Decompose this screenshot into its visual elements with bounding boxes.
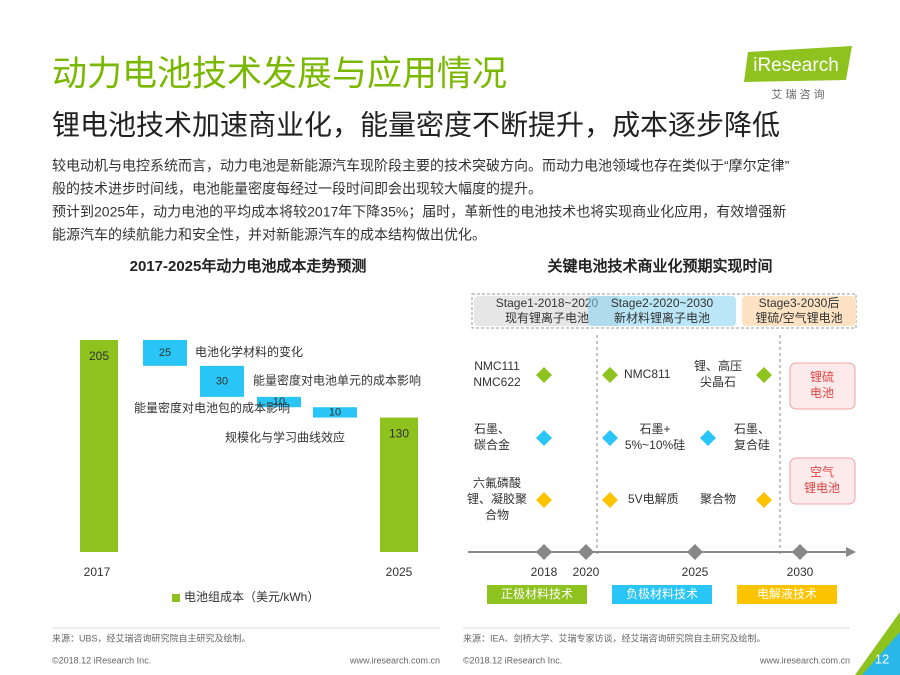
- item-label: 5%~10%硅: [625, 438, 685, 452]
- title: 动力电池技术发展与应用情况: [52, 54, 507, 93]
- url: www.iresearch.com.cn: [759, 655, 850, 665]
- item-label: 锂、高压: [694, 358, 742, 373]
- value-label: 130: [389, 427, 409, 441]
- stage-desc: 现有锂离子电池: [505, 310, 589, 325]
- marker: [536, 492, 552, 508]
- item-label: 尖晶石: [700, 375, 736, 389]
- marker: [756, 492, 772, 508]
- url: www.iresearch.com.cn: [349, 655, 440, 665]
- value-label: 10: [329, 406, 341, 418]
- source: 来源：IEA、剑桥大学、艾瑞专家访谈，经艾瑞咨询研究院自主研究及绘制。: [463, 632, 766, 643]
- legend-label: 电池组成本（美元/kWh）: [184, 590, 319, 604]
- logo-cn: 艾 瑞 咨 询: [771, 87, 824, 101]
- marker: [602, 492, 618, 508]
- x-label: 2025: [386, 565, 413, 579]
- marker: [700, 430, 716, 446]
- x-label: 2017: [84, 565, 111, 579]
- marker: [602, 367, 618, 383]
- legend-box: [737, 585, 837, 604]
- logo-box: [744, 46, 852, 82]
- marker: [602, 430, 618, 446]
- value-label: 30: [216, 375, 228, 387]
- step-bar: [200, 365, 244, 397]
- year-label: 2020: [573, 565, 600, 579]
- step-bar: [313, 407, 357, 418]
- value-label: 205: [89, 349, 109, 363]
- timeline-marker: [687, 544, 703, 560]
- stage-box: [588, 296, 736, 326]
- step-name: 能量密度对电池单元的成本影响: [253, 373, 421, 388]
- bar: [80, 340, 118, 552]
- corner-blue: [862, 632, 900, 675]
- timeline-marker: [792, 544, 808, 560]
- item-label: NMC622: [473, 375, 521, 389]
- stage3-box: [789, 362, 856, 410]
- legend-box: [612, 585, 712, 604]
- year-label: 2025: [682, 565, 709, 579]
- subtitle: 锂电池技术加速商业化，能量密度不断提升，成本逐步降低: [52, 109, 780, 140]
- stage3-label: 电池: [810, 386, 834, 400]
- step-bar: [143, 340, 187, 366]
- stage3-label: 空气: [810, 464, 834, 479]
- stage-box: [474, 296, 620, 326]
- step-name: 能量密度对电池包的成本影响: [134, 400, 290, 415]
- item-label: 合物: [485, 507, 509, 522]
- stage3-box: [789, 457, 856, 505]
- stage-name: Stage2-2020~2030: [611, 296, 714, 310]
- marker: [756, 367, 772, 383]
- body-line: 般的技术进步时间线，电池能量密度每经过一段时间即会出现较大幅度的提升。: [52, 181, 542, 197]
- legend-label: 电解液技术: [757, 586, 817, 601]
- item-label: 石墨、: [474, 422, 510, 436]
- item-label: 石墨、: [734, 422, 770, 436]
- item-label: 复合硅: [734, 437, 770, 452]
- item-label: 碳合金: [474, 437, 510, 452]
- stage-name: Stage1-2018~2020: [496, 296, 599, 310]
- stage-desc: 新材料锂离子电池: [614, 310, 710, 325]
- item-label: 锂、凝胶聚: [467, 491, 527, 506]
- copyright: ©2018.12 iResearch Inc.: [52, 655, 151, 665]
- stage3-label: 锂电池: [804, 480, 840, 495]
- page-number: 12: [875, 651, 889, 666]
- legend-swatch: [172, 594, 180, 602]
- step-bar: [257, 396, 301, 408]
- stage-desc: 锂硫/空气锂电池: [755, 310, 842, 325]
- value-label: 10: [273, 396, 285, 408]
- item-label: 5V电解质: [628, 492, 679, 506]
- stage-name: Stage3-2030后: [759, 296, 840, 310]
- diagram-title: 关键电池技术商业化预期实现时间: [547, 257, 772, 275]
- timeline-marker: [536, 544, 552, 560]
- step-name: 电池化学材料的变化: [195, 344, 303, 359]
- item-label: 聚合物: [700, 491, 736, 506]
- body-line: 较电动机与电控系统而言，动力电池是新能源汽车现阶段主要的技术突破方向。而动力电池…: [52, 158, 790, 174]
- timeline-marker: [578, 544, 594, 560]
- timeline-arrow: [846, 547, 856, 557]
- chart-title: 2017-2025年动力电池成本走势预测: [130, 257, 367, 275]
- year-label: 2018: [531, 565, 558, 579]
- legend-box: [487, 585, 587, 604]
- body-line: 能源汽车的续航能力和安全性，并对新能源汽车的成本结构做出优化。: [52, 227, 486, 243]
- body-line: 预计到2025年，动力电池的平均成本将较2017年下降35%；届时，革新性的电池…: [52, 204, 786, 221]
- step-name: 规模化与学习曲线效应: [225, 430, 345, 445]
- item-label: 石墨+: [639, 422, 670, 436]
- marker: [536, 430, 552, 446]
- copyright: ©2018.12 iResearch Inc.: [463, 655, 562, 665]
- item-label: NMC811: [624, 367, 671, 381]
- source: 来源：UBS，经艾瑞咨询研究院自主研究及绘制。: [52, 632, 251, 643]
- bar: [380, 417, 418, 552]
- item-label: NMC111: [474, 359, 520, 373]
- marker: [536, 367, 552, 383]
- stage3-label: 锂硫: [810, 369, 834, 384]
- stage-box: [742, 296, 856, 326]
- value-label: 25: [159, 347, 171, 359]
- year-label: 2030: [787, 565, 814, 579]
- legend-label: 正极材料技术: [501, 587, 573, 601]
- legend-label: 负极材料技术: [626, 587, 698, 601]
- item-label: 六氟磷酸: [473, 475, 521, 490]
- logo: iResearch: [753, 55, 839, 76]
